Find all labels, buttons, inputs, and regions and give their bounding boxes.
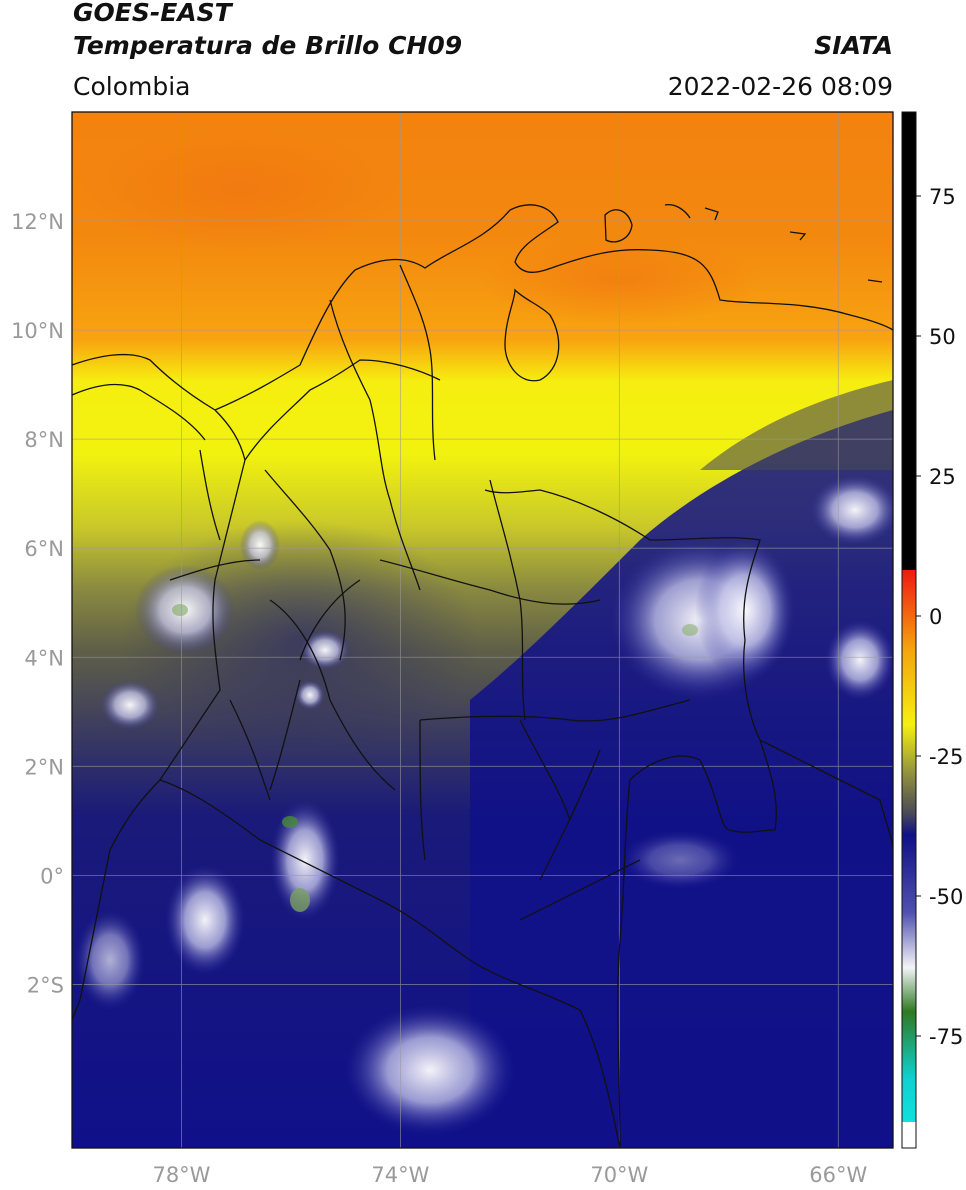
latitude-tick-label: 0°	[40, 864, 64, 888]
colorbar-tick-label: 25	[929, 465, 956, 489]
longitude-tick-labels: 78°W 74°W 70°W 66°W	[152, 1163, 867, 1187]
colorbar-white-segment	[902, 1122, 916, 1148]
gridlines	[72, 112, 893, 1148]
colorbar-tick-label: 50	[929, 325, 956, 349]
longitude-tick-label: 70°W	[590, 1163, 648, 1187]
latitude-tick-labels: 12°N 10°N 8°N 6°N 4°N 2°N 0° 2°S	[11, 210, 64, 997]
colorbar-tick-label: 0	[929, 605, 942, 629]
coastlines-and-borders	[72, 204, 893, 1148]
map-frame	[71, 111, 894, 1149]
colorbar-tick-label: 75	[929, 185, 956, 209]
latitude-tick-label: 10°N	[11, 319, 64, 343]
longitude-tick-label: 74°W	[371, 1163, 429, 1187]
organization-label: SIATA	[814, 31, 893, 60]
latitude-tick-label: 4°N	[24, 646, 64, 670]
satellite-title: GOES-EAST	[73, 0, 232, 27]
region-label: Colombia	[73, 72, 191, 101]
colorbar-gradient	[902, 570, 916, 1122]
colorbar-tick-label: -25	[929, 745, 963, 769]
colorbar-frame	[901, 111, 917, 1149]
latitude-tick-label: 12°N	[11, 210, 64, 234]
colorbar: 75 50 25 0 -25 -50 -75	[901, 111, 963, 1149]
product-title: Temperatura de Brillo CH09	[73, 31, 463, 60]
colorbar-tick-labels: 75 50 25 0 -25 -50 -75	[916, 185, 963, 1049]
colorbar-tick-label: -50	[929, 885, 963, 909]
colorbar-tick-label: -75	[929, 1025, 963, 1049]
latitude-tick-label: 2°N	[24, 755, 64, 779]
colorbar-black-segment	[902, 112, 916, 570]
longitude-tick-label: 66°W	[809, 1163, 867, 1187]
latitude-tick-label: 8°N	[24, 428, 64, 452]
latitude-tick-label: 6°N	[24, 537, 64, 561]
longitude-tick-label: 78°W	[152, 1163, 210, 1187]
datetime-label: 2022-02-26 08:09	[667, 72, 893, 101]
map-imagery	[72, 112, 893, 1148]
latitude-tick-label: 2°S	[27, 973, 64, 997]
